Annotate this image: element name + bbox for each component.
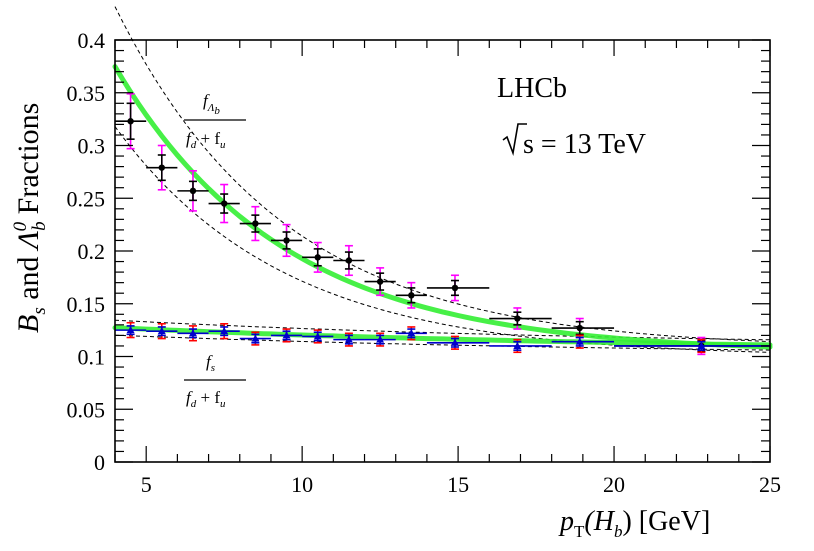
bs-marker — [376, 335, 385, 343]
bs-point — [177, 325, 209, 342]
lambda-marker — [345, 257, 353, 264]
y-tick-label: 0 — [94, 450, 105, 475]
lambda-marker — [376, 278, 384, 285]
bs-point — [614, 338, 770, 354]
lambda-marker — [314, 254, 321, 261]
bs-point — [333, 332, 365, 347]
bs-marker — [251, 334, 260, 342]
lambda-marker — [189, 187, 197, 195]
bs-fraction-label: fs fd + fu — [184, 352, 246, 410]
y-tick-label: 0.3 — [78, 134, 106, 159]
lambda-marker — [283, 237, 290, 244]
lambda-marker — [252, 220, 259, 227]
bs-marker — [220, 327, 229, 335]
bs-point — [395, 326, 427, 341]
bs-point — [426, 335, 490, 350]
bs-point — [115, 321, 147, 339]
bs-marker — [282, 331, 291, 339]
lambda-fraction-label: fΛb fd + fu — [184, 91, 246, 151]
x-axis-label: pT(Hb) [GeV] — [558, 506, 710, 541]
bs-point — [489, 338, 552, 354]
x-tick-label: 10 — [291, 472, 313, 497]
bs-marker — [450, 338, 459, 346]
bs-marker — [126, 326, 135, 334]
bs-point — [551, 334, 615, 349]
bs-point — [270, 328, 303, 343]
x-tick-label: 20 — [603, 472, 625, 497]
bs-band-upper — [114, 319, 771, 341]
lambda-point — [270, 223, 303, 258]
bs-marker — [157, 327, 166, 335]
bs-marker — [513, 341, 522, 349]
y-tick-label: 0.25 — [67, 186, 106, 211]
y-tick-label: 0.4 — [78, 28, 106, 53]
lambda-marker — [408, 292, 415, 299]
x-ticks: 5 10 15 20 25 — [114, 40, 781, 497]
bs-point — [239, 331, 271, 346]
lambda-marker — [127, 118, 134, 125]
lambda-point — [426, 274, 490, 302]
y-tick-label: 0.1 — [78, 345, 106, 370]
lambda-point — [115, 93, 147, 150]
fit-uncertainty-bands — [114, 6, 771, 353]
bs-marker — [344, 335, 353, 343]
axes: 5 10 15 20 25 0 0.05 0.1 0.15 0.2 0.25 0.3 0.35 0.4 — [67, 28, 782, 497]
lambda-band-lower — [114, 126, 771, 353]
lambda-marker — [451, 284, 459, 292]
lambda-num: fΛb — [203, 91, 220, 117]
lambda-point — [302, 241, 334, 273]
lambda-point — [146, 144, 178, 191]
y-ticks: 0 0.05 0.1 0.15 0.2 0.25 0.3 0.35 0.4 — [67, 28, 770, 475]
x-tick-label: 25 — [759, 472, 781, 497]
sqrt-sign-icon — [502, 123, 527, 157]
lambda-point — [208, 183, 240, 224]
bs-point — [208, 322, 240, 340]
bs-marker — [313, 332, 322, 340]
bs-marker — [697, 341, 706, 349]
lambda-point — [177, 170, 209, 212]
lambda-marker — [576, 324, 583, 332]
y-tick-label: 0.2 — [78, 239, 106, 264]
bs-point — [302, 329, 334, 344]
lambda-point — [489, 307, 552, 330]
y-axis-label: Bs and Λb0 Fractions — [10, 103, 50, 333]
lambda-band-upper — [114, 6, 771, 343]
y-tick-label: 0.15 — [67, 292, 106, 317]
bs-den: fd + fu — [186, 388, 226, 410]
lambda-point — [395, 281, 427, 309]
lambda-den: fd + fu — [186, 129, 226, 151]
bs-marker — [407, 329, 416, 337]
x-tick-label: 15 — [447, 472, 469, 497]
lambda-marker — [220, 200, 228, 207]
lambda-point — [239, 205, 271, 242]
lambda-point — [364, 267, 396, 297]
lambda-marker — [158, 164, 165, 171]
bs-marker — [575, 337, 584, 345]
y-tick-label: 0.05 — [67, 397, 106, 422]
experiment-label: LHCb — [497, 73, 567, 104]
lambda-point — [333, 244, 365, 277]
energy-text: s = 13 TeV — [523, 129, 646, 160]
lambda-marker — [514, 315, 521, 322]
x-tick-label: 5 — [141, 472, 152, 497]
bs-num: fs — [206, 352, 215, 374]
y-tick-label: 0.35 — [67, 81, 106, 106]
bs-point — [146, 322, 178, 340]
energy-label: s = 13 TeV — [502, 123, 646, 160]
bs-point — [364, 332, 396, 347]
bs-marker — [188, 329, 197, 337]
data-points — [115, 93, 770, 356]
